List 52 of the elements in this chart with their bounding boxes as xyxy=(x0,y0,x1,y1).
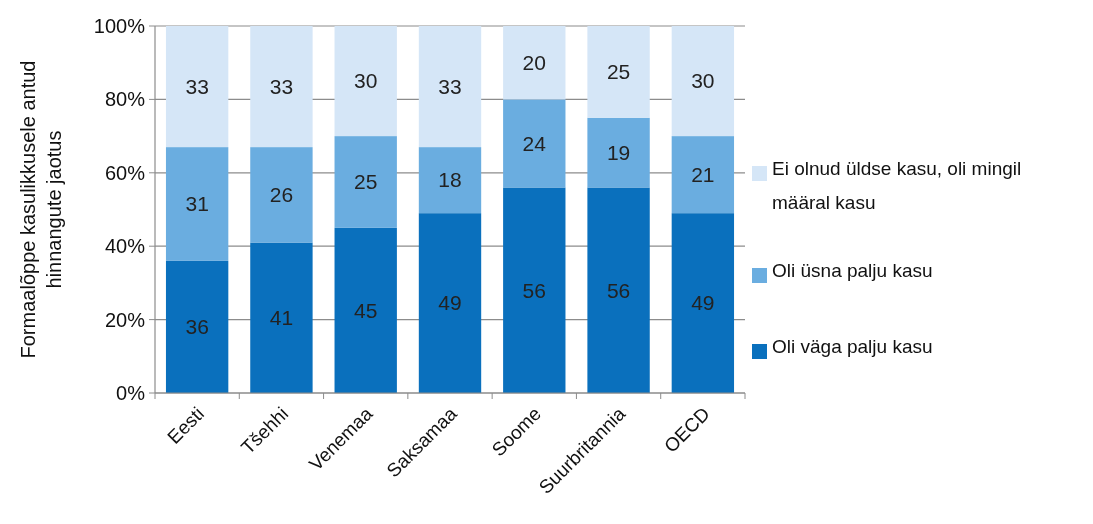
y-tick-label: 40% xyxy=(104,235,146,258)
data-label: 20 xyxy=(522,51,546,75)
bar xyxy=(250,242,313,393)
data-label: 33 xyxy=(438,74,462,98)
legend-label: Ei olnud üldse kasu, oli mingil määral kasu xyxy=(772,158,1022,213)
bar xyxy=(165,147,229,261)
bar xyxy=(587,26,650,118)
data-label: 19 xyxy=(606,140,631,164)
data-label: 56 xyxy=(522,278,546,302)
data-label: 45 xyxy=(354,298,378,322)
bar xyxy=(334,136,397,228)
bar xyxy=(250,26,313,148)
data-label: 30 xyxy=(354,69,378,93)
bar xyxy=(334,227,397,393)
y-tick-label: 60% xyxy=(104,161,146,184)
data-label: 41 xyxy=(269,306,294,330)
bar xyxy=(334,26,397,137)
bar xyxy=(587,187,650,393)
bar xyxy=(671,26,735,137)
data-label: 25 xyxy=(354,170,378,194)
data-label: 18 xyxy=(438,168,462,192)
bar xyxy=(418,147,482,214)
y-tick-label: 20% xyxy=(104,308,146,331)
bar xyxy=(503,99,566,188)
data-label: 24 xyxy=(522,131,547,155)
bar xyxy=(671,213,735,393)
y-tick-label: 100% xyxy=(93,15,146,37)
data-label: 33 xyxy=(185,74,209,98)
bar xyxy=(418,26,482,148)
y-axis-title: Formaalõppe kasulikkusele antud hinnangute jaotus xyxy=(17,60,65,359)
legend-label: Oli üsna palju kasu xyxy=(772,260,933,281)
bar xyxy=(250,147,313,243)
bar xyxy=(587,117,650,188)
bar xyxy=(503,26,566,100)
data-label: 30 xyxy=(691,69,715,93)
y-tick-label: 80% xyxy=(104,88,146,111)
bar xyxy=(418,213,482,393)
data-label: 49 xyxy=(438,291,462,315)
data-label: 49 xyxy=(691,291,715,315)
data-label: 25 xyxy=(606,60,631,84)
y-tick-label: 0% xyxy=(116,382,146,404)
bar xyxy=(503,187,566,393)
data-label: 33 xyxy=(269,74,294,98)
bar xyxy=(671,136,735,214)
bar xyxy=(165,26,229,148)
data-label: 36 xyxy=(185,315,209,339)
bar xyxy=(165,260,229,393)
data-label: 21 xyxy=(691,162,715,186)
data-label: 26 xyxy=(269,183,294,207)
data-label: 31 xyxy=(185,192,209,216)
data-label: 56 xyxy=(606,278,631,302)
legend-label: Oli väga palju kasu xyxy=(772,336,933,357)
